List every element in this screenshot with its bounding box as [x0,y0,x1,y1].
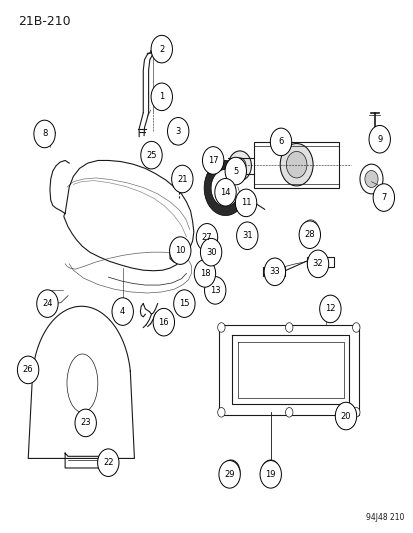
Text: 10: 10 [175,246,185,255]
Text: 32: 32 [312,260,323,268]
Circle shape [97,449,119,477]
Text: 13: 13 [209,286,220,295]
Circle shape [37,290,58,317]
Text: 94J48 210: 94J48 210 [365,513,404,522]
Text: 5: 5 [233,166,238,175]
Text: 31: 31 [242,231,252,240]
Text: 15: 15 [179,299,189,308]
Text: 17: 17 [207,156,218,165]
Text: 21B-210: 21B-210 [18,14,70,28]
Text: 12: 12 [324,304,335,313]
Text: 26: 26 [23,366,33,374]
Circle shape [306,250,328,278]
Circle shape [319,295,340,322]
Circle shape [112,298,133,325]
Circle shape [285,322,292,332]
Polygon shape [204,160,244,215]
Circle shape [364,171,377,188]
Circle shape [359,164,382,194]
Text: 28: 28 [304,230,314,239]
Circle shape [202,147,223,174]
Text: 16: 16 [158,318,169,327]
Circle shape [151,83,172,111]
Circle shape [261,460,279,483]
Text: 33: 33 [269,268,280,276]
Text: 20: 20 [340,411,350,421]
Circle shape [235,189,256,216]
Text: 9: 9 [376,135,382,144]
Text: 4: 4 [120,307,125,316]
Text: 27: 27 [201,233,212,242]
Text: 6: 6 [278,138,283,147]
Circle shape [263,258,285,286]
Text: 21: 21 [177,174,187,183]
Circle shape [153,309,174,336]
Text: 8: 8 [42,130,47,139]
Circle shape [225,157,246,185]
Circle shape [200,238,221,266]
Circle shape [217,322,225,332]
Circle shape [270,128,291,156]
Circle shape [228,151,251,181]
Circle shape [259,461,281,488]
Circle shape [280,143,312,186]
Circle shape [151,35,172,63]
Circle shape [233,158,245,174]
Circle shape [214,179,236,206]
Circle shape [196,223,217,251]
Text: 19: 19 [265,470,275,479]
Circle shape [286,151,306,178]
Circle shape [34,120,55,148]
Circle shape [167,117,188,145]
Circle shape [25,363,29,368]
Circle shape [368,125,389,153]
Circle shape [352,408,359,417]
Circle shape [335,402,356,430]
Ellipse shape [67,354,97,413]
Text: 25: 25 [146,151,157,160]
Circle shape [204,277,225,304]
Circle shape [221,460,239,483]
Circle shape [352,322,359,332]
Circle shape [194,260,215,287]
Text: 2: 2 [159,45,164,54]
Text: 11: 11 [240,198,251,207]
Polygon shape [254,142,338,188]
Text: 29: 29 [224,470,234,479]
Circle shape [171,165,192,193]
Circle shape [225,465,236,479]
Circle shape [298,221,320,248]
Circle shape [204,157,212,168]
Circle shape [217,408,225,417]
Text: 14: 14 [220,188,230,197]
Circle shape [173,290,195,317]
Text: 18: 18 [199,269,210,278]
Text: 24: 24 [42,299,52,308]
Circle shape [140,141,162,169]
Text: 3: 3 [175,127,180,136]
Circle shape [17,356,39,384]
Circle shape [75,409,96,437]
Circle shape [372,184,394,212]
Circle shape [169,237,190,264]
Circle shape [218,461,240,488]
Text: 7: 7 [380,193,386,202]
Text: 22: 22 [103,458,113,467]
Circle shape [236,222,257,249]
Text: 1: 1 [159,92,164,101]
Text: 23: 23 [80,418,91,427]
Circle shape [285,408,292,417]
Polygon shape [64,160,193,271]
Text: 30: 30 [205,248,216,257]
